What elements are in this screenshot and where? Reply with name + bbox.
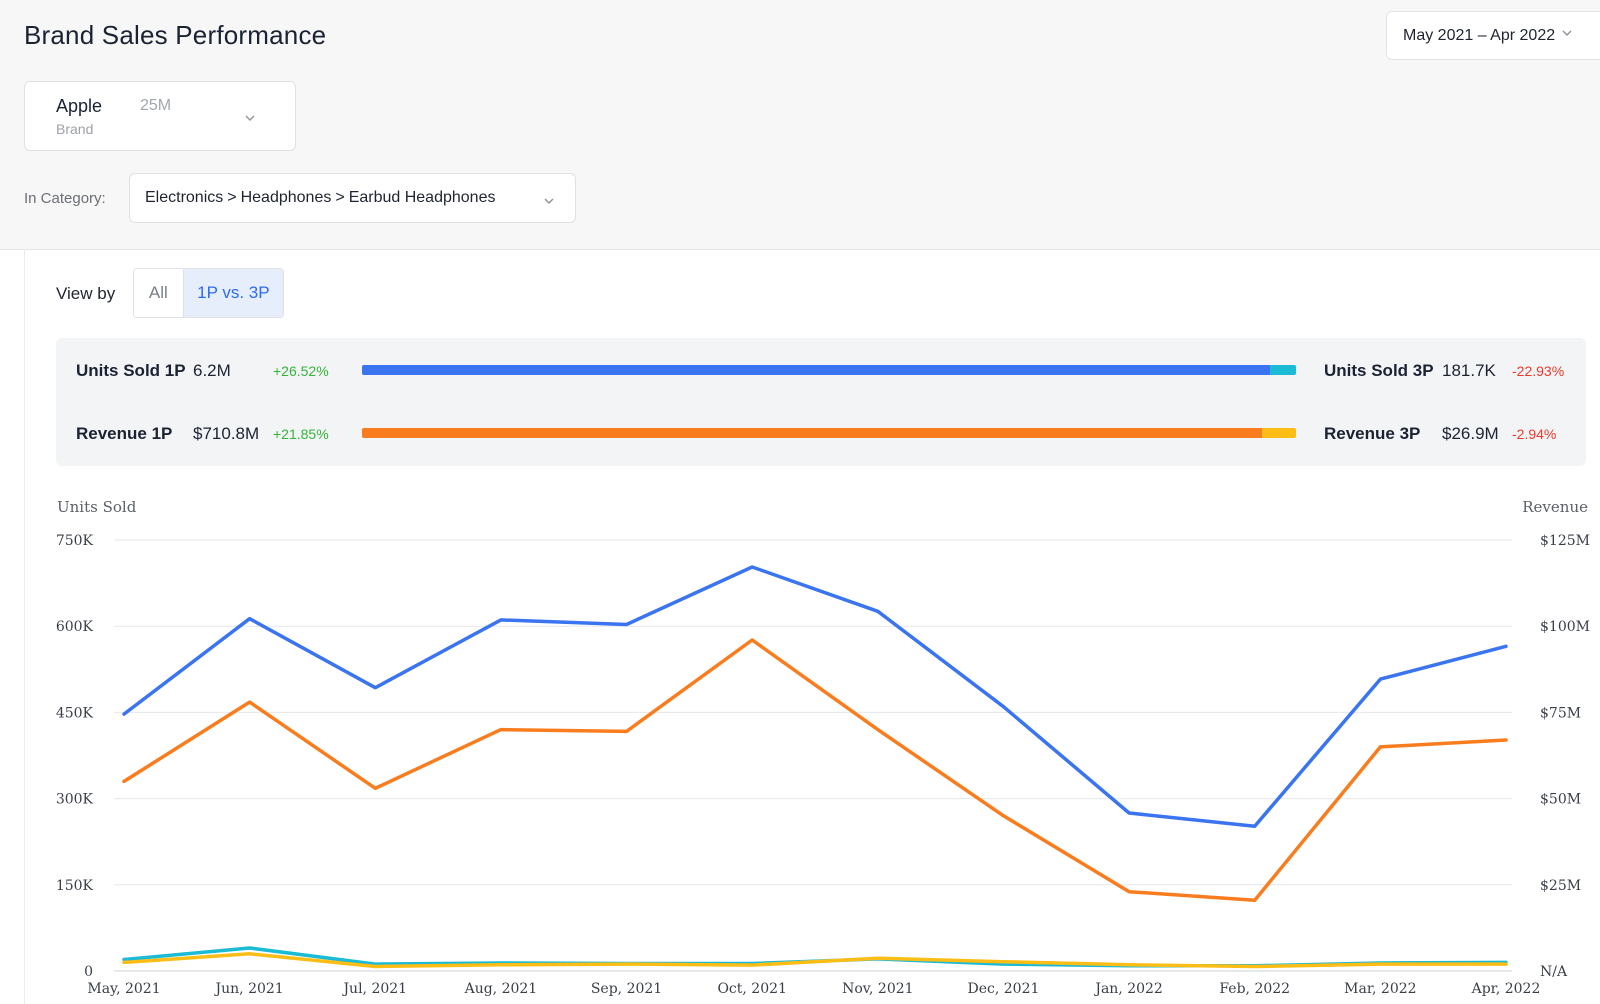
series-line-revenue-1p	[122, 638, 1508, 903]
date-range-select[interactable]: May 2021 – Apr 2022	[1386, 11, 1600, 60]
units-1p-label: Units Sold 1P	[76, 361, 186, 380]
x-tick-label: Sep, 2021	[591, 981, 662, 997]
x-tick-label: May, 2021	[87, 981, 160, 997]
x-tick-label: Aug, 2021	[464, 981, 538, 997]
right-tick-label: $25M	[1540, 878, 1581, 894]
units-3p-change: -22.93%	[1512, 363, 1565, 379]
breadcrumb-separator: >	[227, 189, 237, 206]
left-tick-label: 450K	[56, 705, 94, 721]
right-axis-title: Revenue	[1522, 498, 1588, 516]
x-tick-label: Apr, 2022	[1471, 981, 1541, 997]
category-select[interactable]: Electronics > Headphones > Earbud Headphones	[129, 173, 576, 223]
left-tick-label: 600K	[56, 619, 94, 635]
revenue-1p-value: $710.8M	[193, 424, 260, 443]
revenue-3p-change: -2.94%	[1512, 426, 1557, 442]
left-tick-label: 150K	[56, 878, 94, 894]
revenue-1p-share-fill	[362, 428, 1263, 438]
units-1p-change: +26.52%	[273, 363, 329, 379]
left-tick-label: 300K	[56, 792, 94, 808]
x-tick-label: Feb, 2022	[1219, 981, 1290, 997]
left-tick-label: 750K	[56, 533, 94, 549]
x-tick-label: Jul, 2021	[341, 981, 407, 997]
series-line-units-1p	[122, 565, 1508, 828]
category-level-1: Electronics	[145, 189, 224, 206]
x-tick-label: Oct, 2021	[717, 981, 786, 997]
page-title: Brand Sales Performance	[24, 20, 327, 50]
units-3p-share-fill	[1269, 365, 1296, 375]
brand-subtitle: Brand	[56, 121, 94, 137]
series-line-revenue-3p	[122, 952, 1508, 969]
breadcrumb-separator: >	[335, 189, 345, 206]
panel-divider	[24, 249, 25, 1004]
category-label: In Category:	[24, 190, 106, 207]
view-all-button[interactable]: All	[134, 269, 184, 317]
summary-panel: Units Sold 1P 6.2M +26.52% Units Sold 3P…	[56, 338, 1586, 466]
brand-name: Apple	[56, 96, 103, 116]
date-range-value: May 2021 – Apr 2022	[1403, 26, 1556, 44]
units-1p-share-fill	[362, 365, 1270, 375]
revenue-1p-label: Revenue 1P	[76, 424, 173, 443]
chevron-down-icon	[244, 111, 256, 129]
units-3p-value: 181.7K	[1442, 361, 1496, 380]
category-level-3: Earbud Headphones	[348, 189, 496, 206]
view-by-label: View by	[56, 284, 116, 303]
x-tick-label: Nov, 2021	[842, 981, 913, 997]
revenue-1p-change: +21.85%	[273, 426, 329, 442]
right-tick-label: $50M	[1540, 792, 1581, 808]
left-axis-title: Units Sold	[57, 498, 137, 516]
chevron-down-icon	[1561, 26, 1573, 44]
right-tick-label: $75M	[1540, 705, 1581, 721]
revenue-3p-value: $26.9M	[1442, 424, 1499, 443]
x-tick-label: Mar, 2022	[1344, 981, 1416, 997]
units-3p-label: Units Sold 3P	[1324, 361, 1434, 380]
sales-line-chart: Units Sold Revenue 0 150K 300K 450K 600K 750K…	[56, 498, 1590, 997]
category-level-2: Headphones	[240, 189, 332, 206]
x-tick-label: Jan, 2022	[1093, 981, 1163, 997]
left-tick-label: 0	[84, 964, 93, 980]
brand-select[interactable]: Apple 25M Brand	[24, 81, 296, 151]
x-tick-label: Dec, 2021	[968, 981, 1040, 997]
category-breadcrumb: Electronics > Headphones > Earbud Headphones	[145, 189, 495, 207]
units-1p-value: 6.2M	[193, 361, 231, 380]
right-tick-label: $125M	[1540, 533, 1590, 549]
view-1p-vs-3p-button[interactable]: 1P vs. 3P	[183, 269, 283, 317]
chevron-down-icon	[543, 194, 555, 212]
x-tick-label: Jun, 2021	[214, 981, 284, 997]
units-share-bar	[362, 365, 1296, 375]
revenue-share-bar	[362, 428, 1296, 438]
right-tick-label: N/A	[1540, 964, 1568, 980]
brand-count: 25M	[140, 97, 172, 114]
revenue-3p-label: Revenue 3P	[1324, 424, 1421, 443]
view-by-toggle: All 1P vs. 3P	[133, 268, 284, 318]
revenue-3p-share-fill	[1262, 428, 1296, 438]
right-tick-label: $100M	[1540, 619, 1590, 635]
